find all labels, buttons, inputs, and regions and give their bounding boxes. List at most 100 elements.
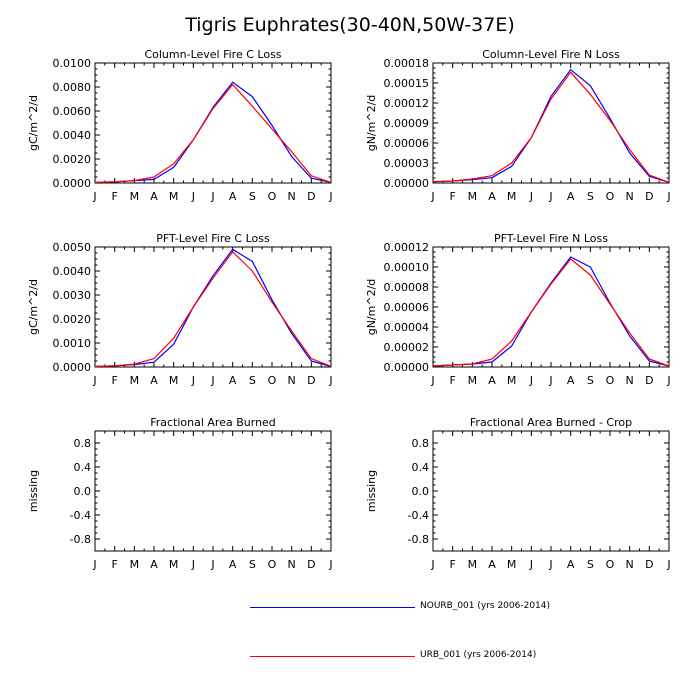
y-tick-label: 0.00002 bbox=[384, 341, 430, 354]
x-tick-label: N bbox=[626, 374, 634, 387]
x-tick-label: N bbox=[288, 190, 296, 203]
plot-frame bbox=[94, 246, 332, 368]
x-tick-label: M bbox=[507, 190, 517, 203]
y-tick-label: 0.0030 bbox=[53, 289, 92, 302]
x-tick-label: J bbox=[548, 190, 552, 203]
plot-frame bbox=[94, 62, 332, 184]
x-tick-label: A bbox=[567, 190, 575, 203]
x-tick-label: J bbox=[666, 374, 670, 387]
y-tick-label: 0.00006 bbox=[384, 301, 430, 314]
x-tick-label: A bbox=[567, 558, 575, 571]
x-tick-label: J bbox=[92, 558, 96, 571]
x-tick-label: F bbox=[450, 190, 456, 203]
x-tick-label: J bbox=[210, 558, 214, 571]
y-tick-label: 0.00012 bbox=[384, 97, 430, 110]
panel-title: Fractional Area Burned bbox=[150, 416, 276, 429]
y-tick-label: 0.0060 bbox=[53, 105, 92, 118]
y-axis-label: gN/m^2/d bbox=[365, 95, 378, 152]
x-tick-label: M bbox=[468, 190, 478, 203]
x-tick-label: M bbox=[468, 558, 478, 571]
x-tick-label: O bbox=[268, 558, 277, 571]
x-tick-label: D bbox=[645, 374, 653, 387]
x-tick-label: S bbox=[587, 190, 594, 203]
panel-title: PFT-Level Fire C Loss bbox=[156, 232, 270, 245]
x-tick-label: F bbox=[112, 374, 118, 387]
y-axis-label: missing bbox=[365, 470, 378, 512]
x-tick-label: A bbox=[150, 190, 158, 203]
x-tick-label: D bbox=[307, 190, 315, 203]
x-tick-label: O bbox=[606, 558, 615, 571]
x-tick-label: J bbox=[430, 190, 434, 203]
plot-frame bbox=[432, 430, 670, 552]
y-tick-label: 0.00008 bbox=[384, 281, 430, 294]
plot-frame bbox=[432, 246, 670, 368]
x-tick-label: M bbox=[130, 190, 140, 203]
y-tick-label: 0.0 bbox=[412, 485, 430, 498]
x-tick-label: A bbox=[229, 190, 237, 203]
x-tick-label: N bbox=[288, 558, 296, 571]
x-tick-label: O bbox=[606, 374, 615, 387]
series-line-nourb bbox=[94, 248, 332, 368]
series-line-urb bbox=[94, 251, 332, 368]
x-tick-label: A bbox=[488, 374, 496, 387]
x-tick-label: O bbox=[606, 190, 615, 203]
y-tick-label: -0.4 bbox=[70, 509, 91, 522]
y-tick-label: 0.0100 bbox=[53, 57, 92, 70]
x-tick-label: J bbox=[548, 374, 552, 387]
y-tick-label: 0.0040 bbox=[53, 265, 92, 278]
series-line-urb bbox=[432, 71, 670, 183]
y-tick-label: 0.4 bbox=[412, 461, 430, 474]
panel-title: Column-Level Fire C Loss bbox=[144, 48, 281, 61]
x-tick-label: D bbox=[307, 374, 315, 387]
x-tick-label: J bbox=[328, 190, 332, 203]
y-axis-label: gC/m^2/d bbox=[27, 95, 40, 151]
y-tick-label: 0.00012 bbox=[384, 241, 430, 254]
panel-title: Column-Level Fire N Loss bbox=[482, 48, 620, 61]
y-tick-label: 0.0040 bbox=[53, 129, 92, 142]
y-tick-label: 0.0020 bbox=[53, 153, 92, 166]
y-tick-label: 0.00004 bbox=[384, 321, 430, 334]
x-tick-label: A bbox=[150, 374, 158, 387]
series-line-nourb bbox=[432, 69, 670, 183]
y-tick-label: 0.00010 bbox=[384, 261, 430, 274]
x-tick-label: F bbox=[112, 190, 118, 203]
x-tick-label: M bbox=[507, 374, 517, 387]
x-tick-label: S bbox=[587, 374, 594, 387]
x-tick-label: O bbox=[268, 374, 277, 387]
x-tick-label: M bbox=[169, 374, 179, 387]
x-tick-label: S bbox=[587, 558, 594, 571]
x-tick-label: D bbox=[307, 558, 315, 571]
figure-title: Tigris Euphrates(30-40N,50W-37E) bbox=[185, 14, 515, 36]
x-tick-label: D bbox=[645, 558, 653, 571]
x-tick-label: J bbox=[191, 558, 195, 571]
y-tick-label: 0.0000 bbox=[53, 177, 92, 190]
x-tick-label: J bbox=[210, 190, 214, 203]
x-tick-label: J bbox=[666, 558, 670, 571]
y-tick-label: -0.4 bbox=[408, 509, 429, 522]
plot-frame bbox=[432, 62, 670, 184]
x-tick-label: M bbox=[468, 374, 478, 387]
series-line-nourb bbox=[94, 81, 332, 183]
x-tick-label: S bbox=[249, 558, 256, 571]
x-tick-label: J bbox=[666, 190, 670, 203]
y-tick-label: 0.0 bbox=[74, 485, 92, 498]
y-tick-label: 0.00006 bbox=[384, 137, 430, 150]
y-tick-label: 0.0080 bbox=[53, 81, 92, 94]
x-tick-label: M bbox=[130, 558, 140, 571]
y-axis-label: missing bbox=[27, 470, 40, 512]
x-tick-label: J bbox=[92, 190, 96, 203]
y-tick-label: 0.8 bbox=[412, 437, 430, 450]
x-tick-label: J bbox=[529, 558, 533, 571]
y-tick-label: -0.8 bbox=[408, 533, 429, 546]
x-tick-label: S bbox=[249, 190, 256, 203]
x-tick-label: J bbox=[529, 374, 533, 387]
y-axis-label: gC/m^2/d bbox=[27, 279, 40, 335]
x-tick-label: J bbox=[191, 190, 195, 203]
y-tick-label: 0.8 bbox=[74, 437, 92, 450]
y-tick-label: 0.00003 bbox=[384, 157, 430, 170]
y-tick-label: 0.0050 bbox=[53, 241, 92, 254]
